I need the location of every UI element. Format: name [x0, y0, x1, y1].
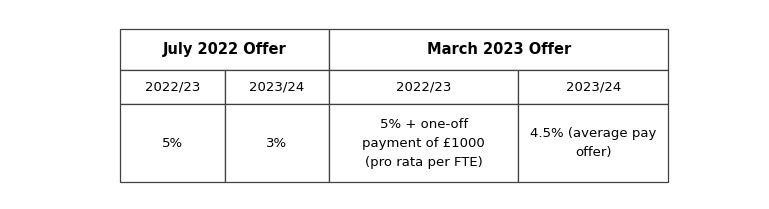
- Text: 5%: 5%: [161, 136, 183, 150]
- Bar: [518, 70, 668, 104]
- Text: 5% + one-off
payment of £1000
(pro rata per FTE): 5% + one-off payment of £1000 (pro rata …: [362, 118, 485, 169]
- Bar: [329, 70, 518, 104]
- Bar: [225, 70, 329, 104]
- Text: 2023/24: 2023/24: [249, 81, 305, 94]
- Bar: [329, 104, 518, 182]
- Text: 2023/24: 2023/24: [566, 81, 621, 94]
- Text: 3%: 3%: [266, 136, 288, 150]
- Text: 2022/23: 2022/23: [145, 81, 200, 94]
- Bar: [329, 29, 668, 70]
- Text: 2022/23: 2022/23: [396, 81, 451, 94]
- Bar: [518, 104, 668, 182]
- Text: March 2023 Offer: March 2023 Offer: [427, 42, 571, 57]
- Bar: [120, 70, 225, 104]
- Bar: [120, 104, 225, 182]
- Text: July 2022 Offer: July 2022 Offer: [163, 42, 286, 57]
- Text: 4.5% (average pay
offer): 4.5% (average pay offer): [530, 127, 657, 159]
- Bar: [120, 29, 329, 70]
- Bar: [225, 104, 329, 182]
